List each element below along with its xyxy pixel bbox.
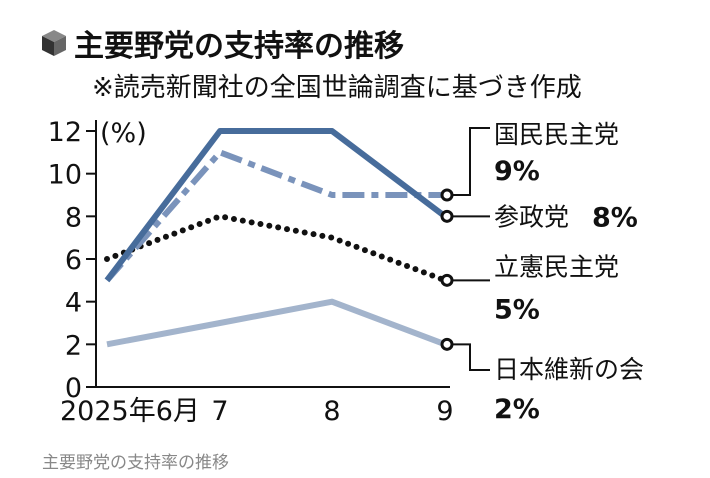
caption: 主要野党の支持率の推移 <box>42 453 229 473</box>
chart-title: 主要野党の支持率の推移 <box>74 29 404 64</box>
series-line-3 <box>106 298 447 348</box>
y-tick-label: 2 <box>65 330 82 361</box>
y-tick-label: 0 <box>65 373 82 404</box>
series-name-label: 国民民主党 <box>494 120 619 149</box>
x-tick-label: 8 <box>323 396 340 427</box>
series-line-0 <box>104 149 445 283</box>
series-value-label: 5% <box>494 294 540 325</box>
end-marker <box>440 337 454 351</box>
series-line-1 <box>104 128 447 283</box>
leader-line <box>453 343 490 371</box>
series-value-label: 8% <box>592 202 638 233</box>
end-marker <box>440 273 454 287</box>
end-marker <box>440 209 454 223</box>
end-marker <box>440 188 454 202</box>
series-line-2 <box>104 213 448 284</box>
y-tick-label: 6 <box>65 245 82 276</box>
series-name-label: 立憲民主党 <box>494 252 619 281</box>
series-value-label: 2% <box>494 394 540 425</box>
x-tick-label: 9 <box>436 396 453 427</box>
x-tick-label: 7 <box>211 396 228 427</box>
leader-line <box>453 127 490 196</box>
x-tick-label: 2025年6月 <box>60 396 200 427</box>
y-tick-label: 8 <box>65 202 82 233</box>
series-name-label: 参政党 <box>494 202 569 231</box>
y-tick-label: 12 <box>48 117 82 148</box>
series-name-label: 日本維新の会 <box>494 355 644 384</box>
series-value-label: 9% <box>494 156 540 187</box>
cube-icon <box>42 30 66 56</box>
y-tick-label: 4 <box>65 288 82 319</box>
y-axis-label: (%) <box>100 118 147 149</box>
y-tick-label: 10 <box>48 160 82 191</box>
chart-subtitle: ※読売新聞社の全国世論調査に基づき作成 <box>92 73 582 103</box>
